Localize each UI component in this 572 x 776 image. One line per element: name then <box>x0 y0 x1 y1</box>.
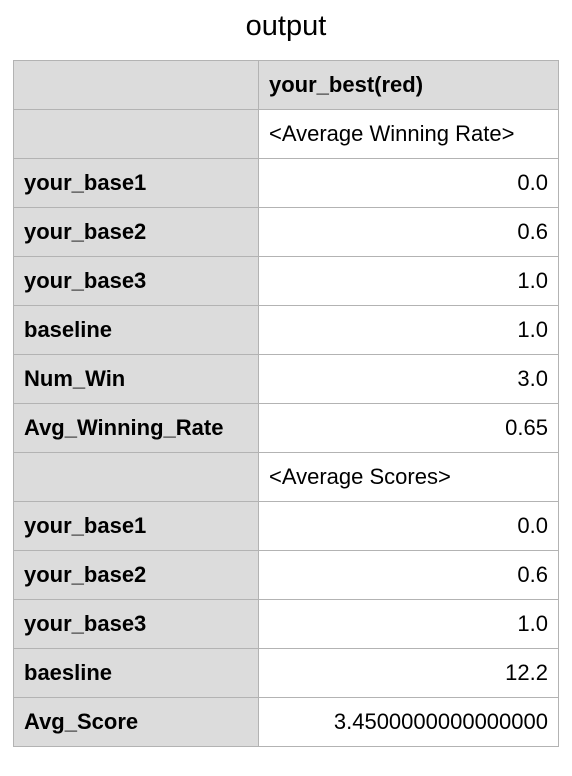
row-value: 1.0 <box>258 256 559 306</box>
table-row: your_base3 1.0 <box>13 256 559 306</box>
row-value: 1.0 <box>258 305 559 355</box>
row-value: 0.0 <box>258 501 559 551</box>
section-label: <Average Winning Rate> <box>258 109 559 159</box>
row-label: Avg_Winning_Rate <box>13 403 259 453</box>
row-label: your_base2 <box>13 550 259 600</box>
row-label: baesline <box>13 648 259 698</box>
row-label: your_base2 <box>13 207 259 257</box>
section-row: <Average Winning Rate> <box>13 109 559 159</box>
table-row: Avg_Score 3.4500000000000000 <box>13 697 559 747</box>
header-row: your_best(red) <box>13 60 559 110</box>
section-row: <Average Scores> <box>13 452 559 502</box>
row-label: your_base1 <box>13 158 259 208</box>
section-row-header <box>13 109 259 159</box>
table-row: your_base2 0.6 <box>13 550 559 600</box>
row-label: your_base3 <box>13 256 259 306</box>
corner-cell <box>13 60 259 110</box>
row-value: 0.65 <box>258 403 559 453</box>
row-value: 3.0 <box>258 354 559 404</box>
row-value: 0.6 <box>258 207 559 257</box>
table-row: your_base1 0.0 <box>13 501 559 551</box>
row-value: 0.6 <box>258 550 559 600</box>
table-row: your_base3 1.0 <box>13 599 559 649</box>
row-label: your_base1 <box>13 501 259 551</box>
table-row: Num_Win 3.0 <box>13 354 559 404</box>
column-header: your_best(red) <box>258 60 559 110</box>
row-value: 3.4500000000000000 <box>258 697 559 747</box>
row-value: 0.0 <box>258 158 559 208</box>
section-row-header <box>13 452 259 502</box>
table-row: baseline 1.0 <box>13 305 559 355</box>
section-label: <Average Scores> <box>258 452 559 502</box>
row-label: your_base3 <box>13 599 259 649</box>
table-row: baesline 12.2 <box>13 648 559 698</box>
page-title: output <box>245 10 327 42</box>
row-value: 12.2 <box>258 648 559 698</box>
table-row: Avg_Winning_Rate 0.65 <box>13 403 559 453</box>
row-value: 1.0 <box>258 599 559 649</box>
row-label: baseline <box>13 305 259 355</box>
table-row: your_base2 0.6 <box>13 207 559 257</box>
results-table: your_best(red) <Average Winning Rate> yo… <box>13 60 559 747</box>
row-label: Avg_Score <box>13 697 259 747</box>
table-row: your_base1 0.0 <box>13 158 559 208</box>
row-label: Num_Win <box>13 354 259 404</box>
